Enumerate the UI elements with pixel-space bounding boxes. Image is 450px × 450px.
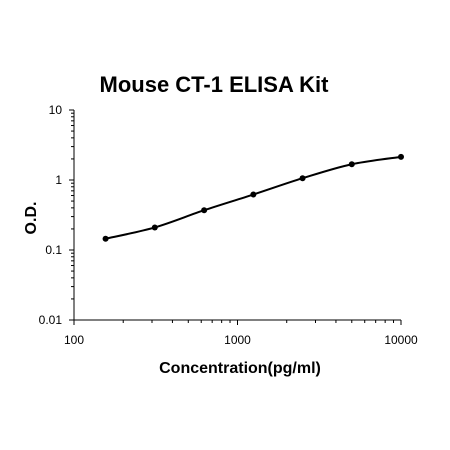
x-tick-label: 10000 xyxy=(384,333,418,347)
data-point xyxy=(299,175,306,182)
chart-title: Mouse CT-1 ELISA Kit xyxy=(100,72,330,97)
y-tick-label: 10 xyxy=(49,103,63,117)
data-point xyxy=(348,161,355,168)
data-point xyxy=(398,153,404,160)
x-axis-ticks: 100 1000 10000 xyxy=(64,320,418,347)
y-axis-label: O.D. xyxy=(23,202,40,235)
data-point xyxy=(151,224,158,231)
y-tick-label: 0.01 xyxy=(39,313,63,327)
x-tick-label: 1000 xyxy=(224,333,251,347)
y-tick-label: 1 xyxy=(55,173,62,187)
x-tick-label: 100 xyxy=(64,333,84,347)
data-point xyxy=(250,191,257,198)
y-tick-label: 0.1 xyxy=(45,243,62,257)
series-points xyxy=(102,153,404,242)
data-point xyxy=(201,207,208,214)
y-axis-ticks: 10 1 0.1 0.01 xyxy=(39,103,74,327)
x-axis-label: Concentration(pg/ml) xyxy=(159,360,321,377)
series-line xyxy=(105,155,402,240)
data-point xyxy=(102,235,109,242)
